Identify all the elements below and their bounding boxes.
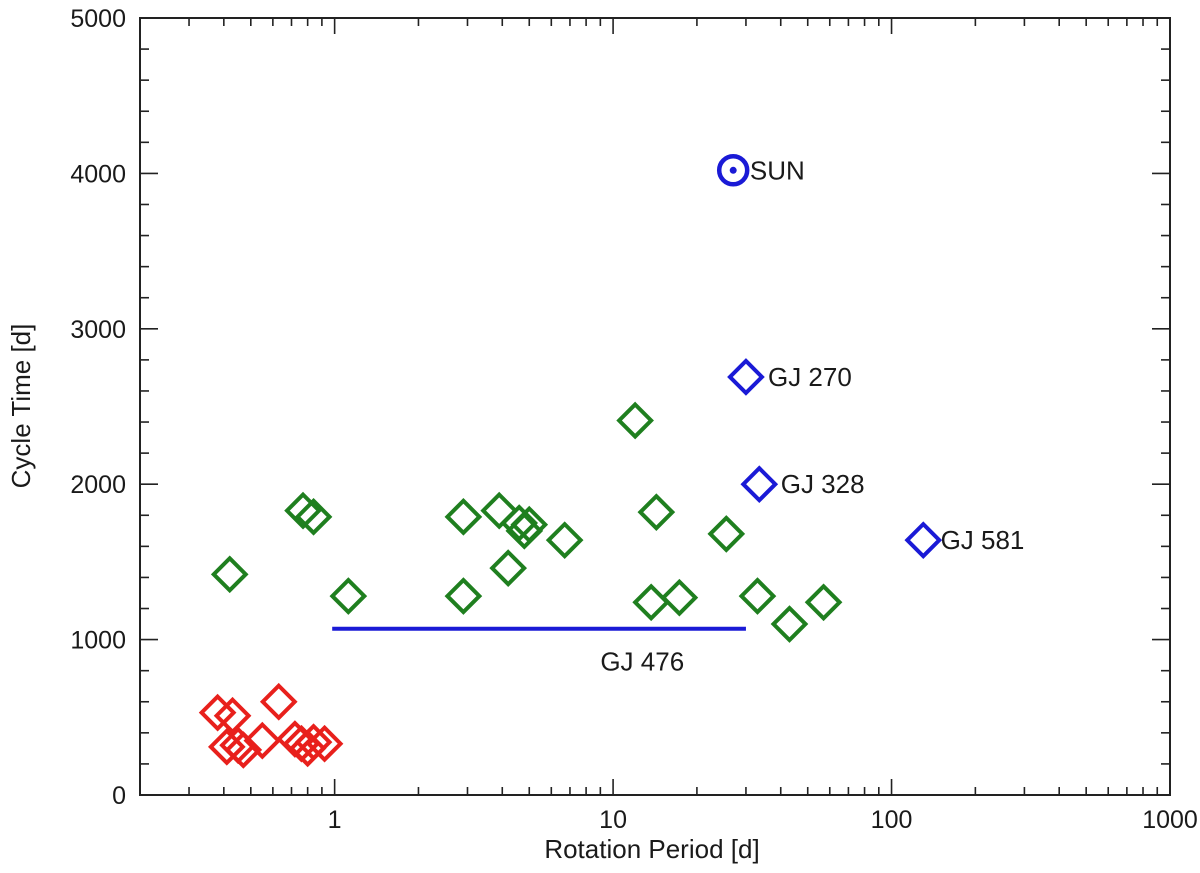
x-axis-title: Rotation Period [d] <box>544 834 759 864</box>
diamond-point <box>904 521 943 559</box>
data-marks <box>198 154 943 769</box>
annotation-label: GJ 476 <box>600 646 684 676</box>
y-tick-label: 3000 <box>70 316 126 344</box>
diamond-point <box>637 493 676 532</box>
diamond-point <box>305 724 344 763</box>
annotations: SUN GJ 270 GJ 328 GJ 581 GJ 476 <box>600 155 1024 676</box>
x-axis: 1 10 100 1000 <box>139 18 1198 834</box>
diamond-point <box>198 693 237 732</box>
x-tick-label: 1000 <box>1142 806 1198 834</box>
y-tick-label: 5000 <box>70 5 126 33</box>
diamond-point <box>444 577 483 615</box>
diamond-point <box>243 721 282 760</box>
diamond-point <box>660 578 699 617</box>
diamond-point <box>224 731 263 769</box>
x-tick-label: 10 <box>599 806 627 834</box>
diamond-point <box>545 521 584 559</box>
diamond-point <box>632 583 670 622</box>
x-tick-label: 1 <box>328 806 342 834</box>
annotation-label: GJ 581 <box>941 525 1025 555</box>
diamond-point <box>616 401 654 440</box>
diamond-point <box>444 498 483 536</box>
annotation-label: GJ 270 <box>768 362 852 392</box>
y-tick-label: 2000 <box>70 471 126 499</box>
diamond-point <box>329 577 368 615</box>
y-axis: 0 1000 2000 3000 4000 5000 <box>70 5 1170 810</box>
diamond-point <box>804 583 843 622</box>
y-axis-title: Cycle Time [d] <box>6 324 36 489</box>
diamond-point <box>284 491 322 530</box>
y-tick-label: 1000 <box>70 627 126 655</box>
y-tick-label: 0 <box>112 782 126 810</box>
diamond-point <box>740 465 779 504</box>
diamond-point <box>727 358 765 396</box>
diamond-point <box>210 555 249 594</box>
diamond-point <box>213 696 252 735</box>
diamond-point <box>489 549 528 587</box>
diamond-point <box>259 682 298 721</box>
annotation-label: SUN <box>750 155 805 185</box>
y-tick-label: 4000 <box>70 160 126 188</box>
annotation-label: GJ 328 <box>781 469 865 499</box>
sun-marker <box>716 154 750 187</box>
diamond-point <box>510 505 549 544</box>
diamond-point <box>294 498 333 536</box>
diamond-point <box>480 491 519 530</box>
diamond-point <box>770 605 809 643</box>
diamond-point <box>294 723 333 761</box>
diamond-point <box>707 515 746 553</box>
diamond-point <box>738 577 777 615</box>
x-tick-label: 100 <box>871 806 913 834</box>
sun-marker-dot <box>729 166 737 174</box>
plot-frame <box>139 17 1171 796</box>
